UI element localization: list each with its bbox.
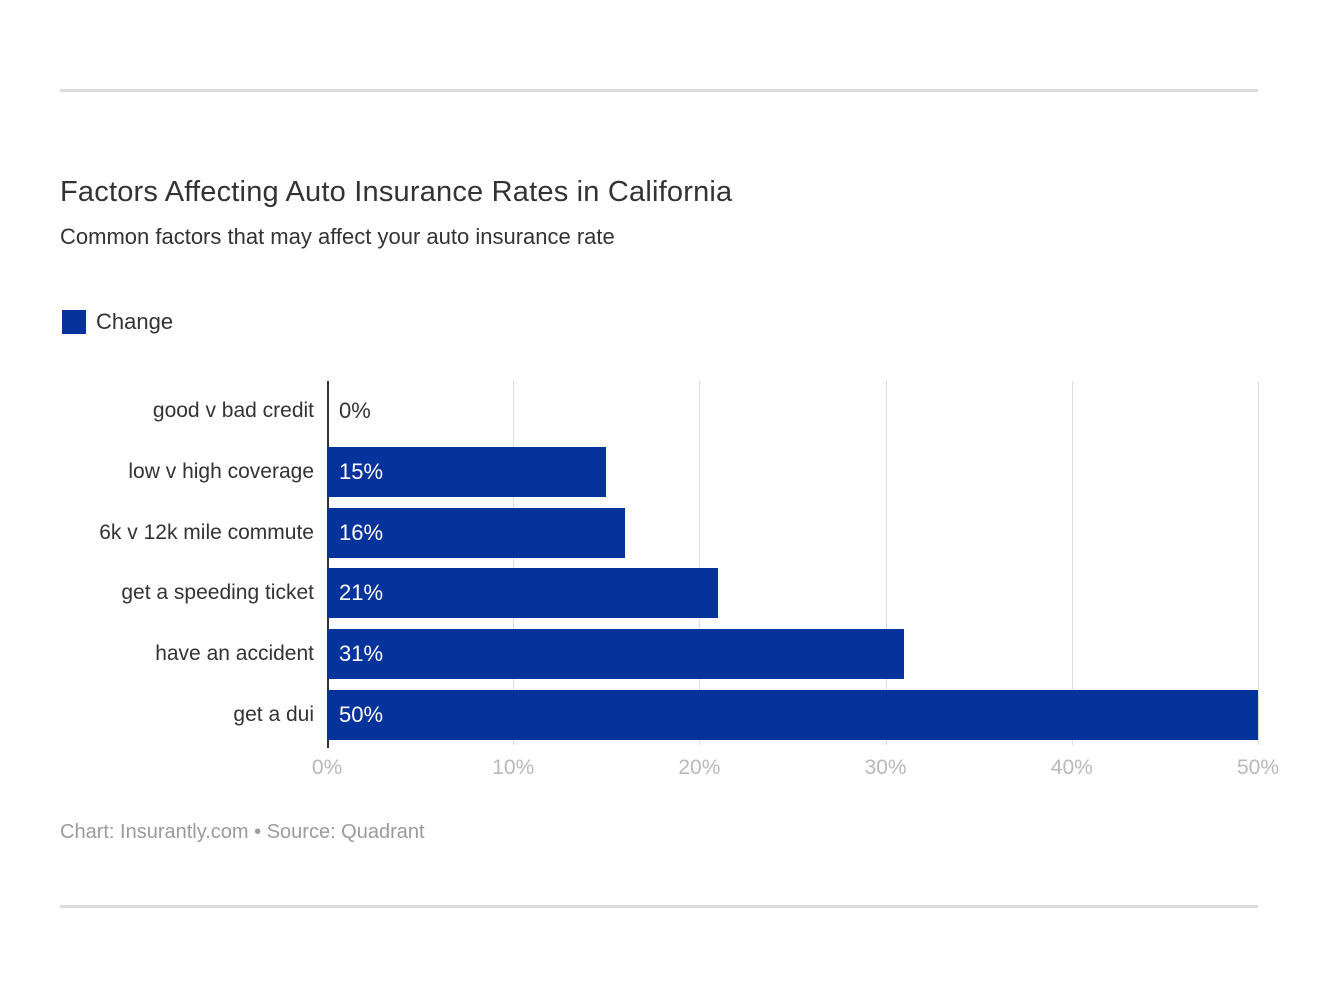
bar-track: 50% xyxy=(327,689,1258,740)
x-tick-label: 30% xyxy=(864,756,907,779)
chart-title: Factors Affecting Auto Insurance Rates i… xyxy=(60,176,733,209)
bar: 50% xyxy=(327,689,1258,740)
bar-value-label: 50% xyxy=(339,701,384,727)
bar-value-label: 0% xyxy=(339,398,371,424)
bar-value-label: 15% xyxy=(339,459,384,485)
chart-row: have an accident 31% xyxy=(60,624,1258,685)
gridlines xyxy=(327,381,1259,749)
chart-row: 6k v 12k mile commute 16% xyxy=(60,502,1258,563)
bar-chart: good v bad credit 0% low v high coverage 15… xyxy=(60,381,1259,749)
gridline xyxy=(1258,381,1259,746)
category-label: have an accident xyxy=(155,642,314,666)
bar-track: 21% xyxy=(327,568,1258,619)
gridline xyxy=(513,381,515,746)
bar-track: 16% xyxy=(327,507,1258,558)
legend-label: Change xyxy=(96,309,174,334)
bar: 16% xyxy=(327,507,625,558)
category-label: get a dui xyxy=(233,702,314,726)
legend: Change xyxy=(62,309,173,335)
x-tick-label: 0% xyxy=(311,756,343,779)
chart-row: low v high coverage 15% xyxy=(60,442,1258,503)
divider-top xyxy=(60,89,1258,92)
bar-track: 31% xyxy=(327,629,1258,680)
category-label: 6k v 12k mile commute xyxy=(99,520,314,544)
x-tick-label: 10% xyxy=(492,756,535,779)
bar-track: 15% xyxy=(327,447,1258,498)
x-tick-label: 20% xyxy=(678,756,721,779)
bar: 31% xyxy=(327,629,905,680)
chart-row: get a dui 50% xyxy=(60,684,1258,745)
gridline xyxy=(885,381,887,746)
bar-value-label: 21% xyxy=(339,580,384,606)
x-axis: 0% 10% 20% 30% 40% 50% xyxy=(312,756,1279,784)
bar: 21% xyxy=(327,568,719,619)
x-tick-label: 40% xyxy=(1050,756,1093,779)
chart-row: good v bad credit 0% xyxy=(60,381,1258,442)
plot-area: good v bad credit 0% low v high coverage 15… xyxy=(60,381,1259,749)
gridline xyxy=(699,381,701,746)
category-label: low v high coverage xyxy=(128,460,314,484)
category-label: get a speeding ticket xyxy=(121,581,314,605)
gridline xyxy=(1071,381,1073,746)
bar-value-label: 31% xyxy=(339,641,384,667)
x-tick-label: 50% xyxy=(1236,756,1280,779)
y-axis-line xyxy=(327,381,329,749)
category-label: good v bad credit xyxy=(152,399,314,423)
divider-bottom xyxy=(60,905,1258,908)
bar-track: 0% xyxy=(327,386,1258,436)
bar: 15% xyxy=(327,447,607,498)
bar-value-label: 16% xyxy=(339,519,384,545)
chart-rows: good v bad credit 0% low v high coverage 15… xyxy=(60,381,1258,745)
footer-credit: Chart: Insurantly.com • Source: Quadrant xyxy=(60,821,425,843)
legend-swatch-icon xyxy=(62,310,86,334)
chart-row: get a speeding ticket 21% xyxy=(60,563,1258,624)
chart-subtitle: Common factors that may affect your auto… xyxy=(60,224,615,249)
